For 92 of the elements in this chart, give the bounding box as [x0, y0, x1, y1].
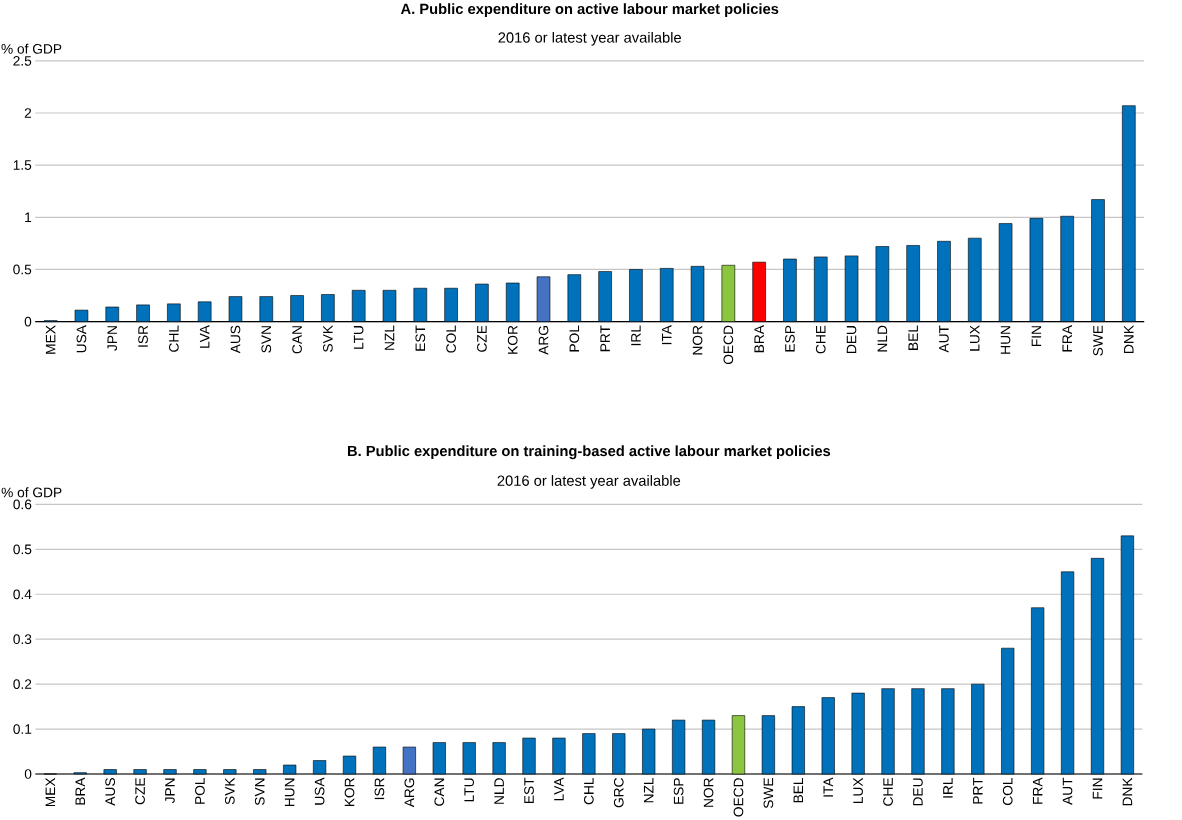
x-tick-label: DNK	[1124, 325, 1134, 353]
y-tick-label: 0.1	[13, 724, 32, 734]
x-tick-label: BRA	[754, 324, 764, 352]
y-axis-title: % of GDP	[1, 43, 62, 54]
x-tick-label: OECD	[723, 325, 734, 364]
x-tick-label: JPN	[107, 325, 118, 351]
x-tick-label: LUX	[969, 325, 980, 351]
x-tick-label: KOR	[344, 777, 355, 806]
x-tick-label: DEU	[913, 778, 923, 806]
x-tick-label: COL	[1002, 777, 1013, 805]
x-tick-label: SVN	[261, 325, 272, 353]
x-tick-label: AUT	[1062, 777, 1073, 805]
y-tick-label: 0	[24, 768, 32, 779]
x-tick-label: FIN	[1092, 778, 1103, 799]
x-tick-label: ARG	[538, 325, 549, 355]
x-tick-label: BEL	[908, 325, 918, 350]
x-tick-label: USA	[76, 324, 87, 353]
x-tick-label: MEX	[45, 325, 56, 354]
x-tick-label: LTU	[353, 325, 364, 349]
y-tick-label: 0.5	[13, 544, 32, 554]
x-tick-label: ARG	[404, 778, 415, 807]
x-tick-label: CAN	[434, 778, 445, 806]
y-tick-label: 1	[25, 212, 32, 222]
x-tick-label: IRL	[631, 325, 641, 345]
x-tick-label: CHL	[584, 777, 594, 805]
x-tick-label: JPN	[165, 778, 175, 803]
x-tick-label: FRA	[1032, 777, 1043, 804]
x-tick-label: NOR	[692, 325, 703, 355]
x-tick-label: ISR	[138, 325, 148, 347]
y-tick-label: 0.6	[13, 499, 32, 510]
x-tick-label: PRT	[973, 777, 983, 804]
x-tick-label: NZL	[643, 777, 654, 803]
x-tick-label: BEL	[793, 777, 804, 803]
x-tick-label: CHE	[815, 325, 826, 354]
x-tick-label: NLD	[877, 325, 888, 352]
y-tick-label: 0.4	[13, 589, 32, 599]
y-tick-label: 2.5	[13, 55, 32, 66]
x-tick-label: KOR	[507, 325, 518, 354]
x-tick-label: IRL	[943, 777, 953, 798]
x-tick-label: AUT	[939, 325, 949, 353]
x-tick-label: LVA	[199, 324, 210, 348]
x-tick-label: BRA	[75, 777, 85, 805]
y-tick-label: 0.5	[13, 264, 32, 275]
x-tick-label: DEU	[846, 325, 857, 353]
x-tick-label: POL	[569, 325, 580, 352]
x-tick-label: CZE	[135, 777, 145, 805]
x-tick-label: ISR	[374, 777, 385, 799]
x-tick-label: ESP	[785, 325, 795, 352]
x-tick-label: GRC	[613, 777, 624, 808]
x-tick-label: CHE	[883, 777, 893, 806]
x-tick-label: LTU	[464, 778, 474, 802]
x-tick-label: ITA	[823, 777, 833, 797]
x-tick-label: DNK	[1122, 777, 1133, 806]
x-tick-label: AUS	[230, 325, 241, 354]
x-tick-label: SWE	[763, 777, 774, 808]
x-tick-label: SVN	[254, 778, 265, 805]
x-tick-label: NZL	[384, 325, 395, 350]
x-tick-label: USA	[314, 777, 325, 805]
y-tick-label: 0.2	[13, 679, 32, 689]
x-tick-label: LVA	[554, 777, 564, 801]
x-tick-label: POL	[195, 777, 205, 804]
x-tick-label: ESP	[673, 778, 684, 804]
chart-subtitle: 2016 or latest year available	[498, 31, 681, 46]
y-tick-label: 0	[24, 316, 32, 327]
x-tick-label: AUS	[105, 777, 116, 806]
y-tick-label: 1.5	[13, 160, 32, 170]
y-tick-label: 2	[24, 108, 32, 118]
x-tick-label: EST	[415, 325, 426, 351]
x-tick-label: COL	[446, 325, 456, 353]
x-tick-label: HUN	[1000, 326, 1011, 354]
x-tick-label: MEX	[45, 777, 56, 806]
x-tick-label: FIN	[1031, 325, 1042, 346]
chart-subtitle: 2016 or latest year available	[497, 474, 681, 489]
x-tick-label: SVK	[224, 777, 235, 805]
y-tick-label: 0.3	[13, 634, 32, 644]
x-tick-label: SVK	[323, 325, 333, 352]
x-tick-label: FRA	[1062, 324, 1072, 352]
x-tick-label: LUX	[853, 777, 863, 803]
chart-title: A. Public expenditure on active labour market policies	[400, 3, 779, 17]
x-tick-label: HUN	[284, 778, 295, 806]
x-tick-label: SWE	[1093, 325, 1103, 356]
x-tick-label: OECD	[733, 777, 744, 817]
x-tick-label: CAN	[292, 326, 302, 354]
x-tick-label: CZE	[477, 325, 487, 352]
x-tick-label: PRT	[600, 325, 610, 351]
y-axis-title: % of GDP	[1, 487, 62, 498]
chart-title: B. Public expenditure on training-based active labour market policies	[347, 445, 831, 459]
x-tick-label: ITA	[662, 324, 672, 344]
x-tick-label: NOR	[703, 777, 714, 807]
x-tick-label: CHL	[168, 325, 179, 352]
x-tick-label: EST	[524, 777, 534, 803]
x-tick-label: NLD	[494, 777, 504, 804]
